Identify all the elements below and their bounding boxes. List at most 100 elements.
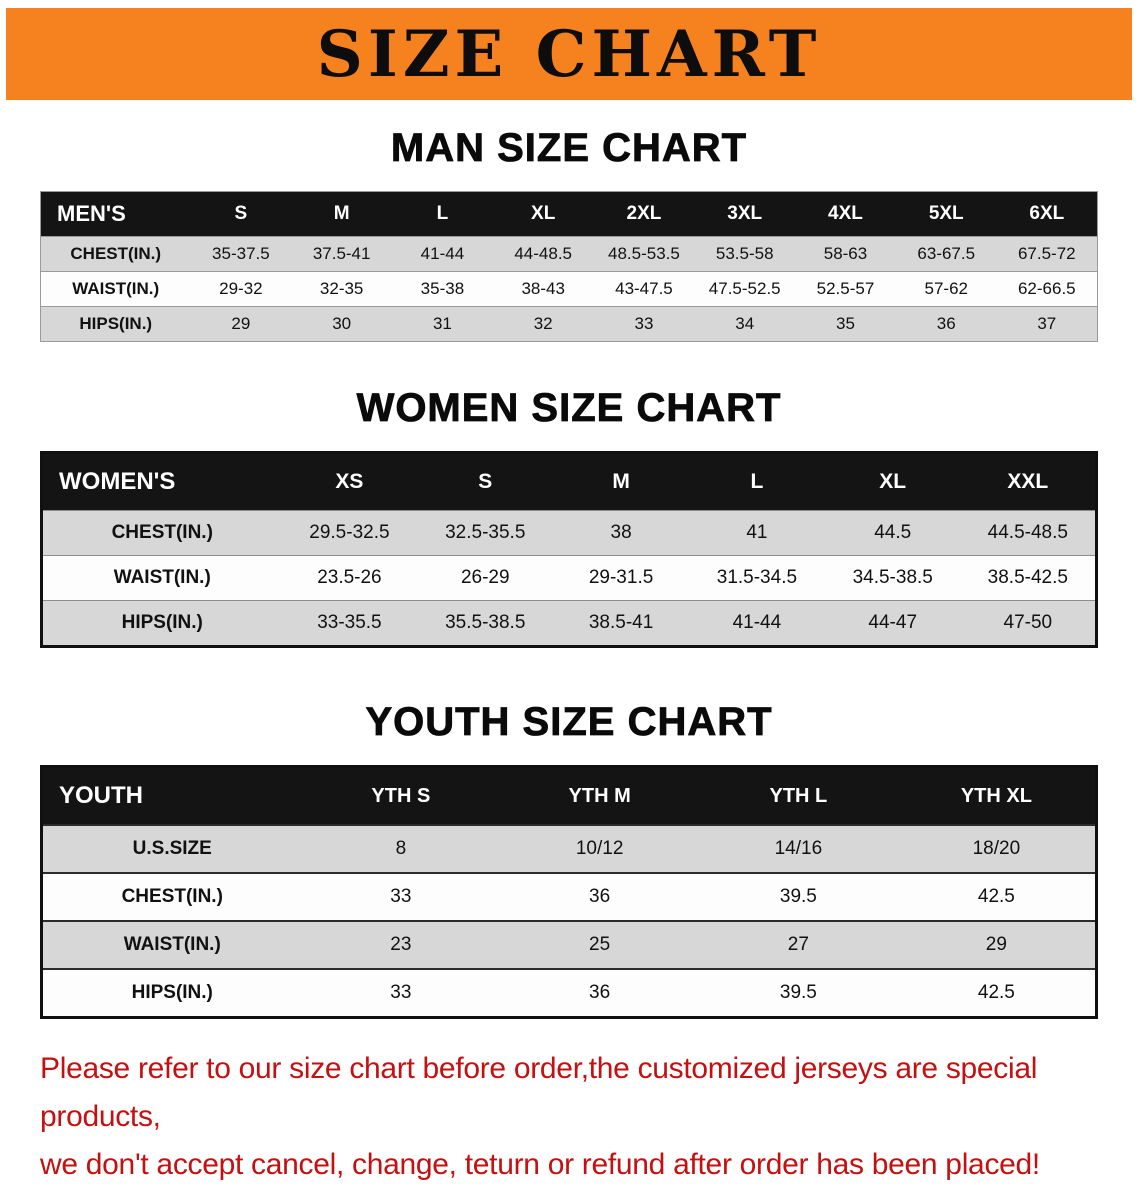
value-cell: 37.5-41 bbox=[291, 236, 393, 272]
row-label-cell: WAIST(IN.) bbox=[40, 271, 191, 307]
size-header-cell: L bbox=[688, 452, 825, 511]
size-header-cell: XS bbox=[281, 452, 418, 511]
value-cell: 39.5 bbox=[699, 968, 898, 1018]
row-label-cell: HIPS(IN.) bbox=[41, 968, 302, 1018]
size-header-cell: 4XL bbox=[795, 191, 896, 237]
value-cell: 26-29 bbox=[417, 555, 554, 601]
value-cell: 33 bbox=[301, 968, 501, 1018]
size-header-cell: XL bbox=[492, 191, 594, 237]
value-cell: 27 bbox=[699, 920, 898, 969]
table-row: HIPS(IN.) 29 30 31 32 33 34 35 36 37 bbox=[40, 306, 1098, 342]
row-label-cell: WAIST(IN.) bbox=[41, 920, 302, 969]
value-cell: 29-31.5 bbox=[553, 555, 689, 601]
value-cell: 47.5-52.5 bbox=[694, 271, 796, 307]
women-section-heading: WOMEN SIZE CHART bbox=[356, 386, 782, 431]
value-cell: 44-47 bbox=[824, 600, 961, 647]
youth-size-section: YOUTH SIZE CHART YOUTH YTH S YTH M YTH L YTH… bbox=[0, 700, 1138, 1019]
value-cell: 43-47.5 bbox=[593, 271, 695, 307]
size-header-cell: 5XL bbox=[895, 191, 997, 237]
value-cell: 39.5 bbox=[699, 872, 898, 921]
disclaimer: Please refer to our size chart before or… bbox=[40, 1045, 1098, 1189]
youth-size-table: YOUTH YTH S YTH M YTH L YTH XL U.S.SIZE 8 10/12… bbox=[40, 765, 1098, 1019]
row-label-cell: CHEST(IN.) bbox=[41, 872, 302, 921]
size-header-cell: 6XL bbox=[996, 191, 1098, 237]
value-cell: 44.5-48.5 bbox=[960, 510, 1097, 556]
table-row: CHEST(IN.) 29.5-32.5 32.5-35.5 38 41 44.5 44.5… bbox=[41, 510, 1097, 556]
value-cell: 32.5-35.5 bbox=[417, 510, 554, 556]
value-cell: 36 bbox=[500, 872, 699, 921]
size-header-cell: L bbox=[392, 191, 493, 237]
value-cell: 44-48.5 bbox=[492, 236, 594, 272]
table-row: CHEST(IN.) 33 36 39.5 42.5 bbox=[41, 872, 1097, 921]
size-header-cell: XL bbox=[824, 452, 961, 511]
row-label-cell: CHEST(IN.) bbox=[41, 510, 282, 556]
value-cell: 57-62 bbox=[895, 271, 997, 307]
value-cell: 23.5-26 bbox=[281, 555, 418, 601]
value-cell: 52.5-57 bbox=[795, 271, 896, 307]
value-cell: 38-43 bbox=[492, 271, 594, 307]
value-cell: 62-66.5 bbox=[996, 271, 1098, 307]
size-header-cell: YTH S bbox=[301, 766, 501, 825]
size-header-cell: 2XL bbox=[593, 191, 695, 237]
table-row: WAIST(IN.) 23.5-26 26-29 29-31.5 31.5-34.5 34… bbox=[41, 555, 1097, 601]
value-cell: 29.5-32.5 bbox=[281, 510, 418, 556]
size-chart-banner: SIZE CHART bbox=[6, 8, 1132, 100]
size-header-cell: S bbox=[190, 191, 292, 237]
row-label-cell: U.S.SIZE bbox=[41, 824, 302, 873]
table-header-row: MEN'S S M L XL 2XL 3XL 4XL 5XL 6XL bbox=[40, 191, 1098, 237]
disclaimer-line-1: Please refer to our size chart before or… bbox=[40, 1052, 1038, 1133]
row-label-cell: WAIST(IN.) bbox=[41, 555, 282, 601]
value-cell: 29 bbox=[897, 920, 1097, 969]
size-header-cell: 3XL bbox=[694, 191, 796, 237]
value-cell: 38.5-42.5 bbox=[960, 555, 1097, 601]
men-size-section: MAN SIZE CHART MEN'S S M L XL 2XL 3XL 4XL 5XL 6XL… bbox=[0, 126, 1138, 342]
value-cell: 63-67.5 bbox=[895, 236, 997, 272]
women-size-table: WOMEN'S XS S M L XL XXL CHEST(IN.) 29.5-32.5 32.5… bbox=[40, 451, 1098, 648]
value-cell: 41-44 bbox=[392, 236, 493, 272]
table-row: U.S.SIZE 8 10/12 14/16 18/20 bbox=[41, 824, 1097, 873]
value-cell: 31 bbox=[392, 306, 493, 342]
value-cell: 38 bbox=[553, 510, 689, 556]
size-header-cell: M bbox=[291, 191, 393, 237]
page-title: SIZE CHART bbox=[316, 16, 822, 92]
value-cell: 33 bbox=[301, 872, 501, 921]
value-cell: 47-50 bbox=[960, 600, 1097, 647]
value-cell: 34.5-38.5 bbox=[824, 555, 961, 601]
table-title-cell: YOUTH bbox=[41, 766, 302, 825]
value-cell: 35-38 bbox=[392, 271, 493, 307]
value-cell: 31.5-34.5 bbox=[688, 555, 825, 601]
youth-section-heading: YOUTH SIZE CHART bbox=[365, 700, 773, 745]
value-cell: 23 bbox=[301, 920, 501, 969]
value-cell: 35.5-38.5 bbox=[417, 600, 554, 647]
table-header-row: WOMEN'S XS S M L XL XXL bbox=[41, 452, 1097, 511]
size-header-cell: YTH M bbox=[500, 766, 699, 825]
size-header-cell: YTH XL bbox=[897, 766, 1097, 825]
value-cell: 34 bbox=[694, 306, 796, 342]
row-label-cell: HIPS(IN.) bbox=[41, 600, 282, 647]
value-cell: 41-44 bbox=[688, 600, 825, 647]
value-cell: 10/12 bbox=[500, 824, 699, 873]
men-section-heading: MAN SIZE CHART bbox=[390, 126, 748, 171]
table-row: WAIST(IN.) 29-32 32-35 35-38 38-43 43-47.5 47.… bbox=[40, 271, 1098, 307]
value-cell: 29-32 bbox=[190, 271, 292, 307]
size-header-cell: M bbox=[553, 452, 689, 511]
size-header-cell: XXL bbox=[960, 452, 1097, 511]
value-cell: 8 bbox=[301, 824, 501, 873]
table-row: WAIST(IN.) 23 25 27 29 bbox=[41, 920, 1097, 969]
value-cell: 48.5-53.5 bbox=[593, 236, 695, 272]
table-header-row: YOUTH YTH S YTH M YTH L YTH XL bbox=[41, 766, 1097, 825]
value-cell: 35-37.5 bbox=[190, 236, 292, 272]
row-label-cell: HIPS(IN.) bbox=[40, 306, 191, 342]
value-cell: 32 bbox=[492, 306, 594, 342]
table-row: HIPS(IN.) 33-35.5 35.5-38.5 38.5-41 41-44 44-… bbox=[41, 600, 1097, 647]
value-cell: 44.5 bbox=[824, 510, 961, 556]
value-cell: 37 bbox=[996, 306, 1098, 342]
table-row: HIPS(IN.) 33 36 39.5 42.5 bbox=[41, 968, 1097, 1018]
value-cell: 33 bbox=[593, 306, 695, 342]
row-label-cell: CHEST(IN.) bbox=[40, 236, 191, 272]
value-cell: 67.5-72 bbox=[996, 236, 1098, 272]
value-cell: 35 bbox=[795, 306, 896, 342]
table-title-cell: WOMEN'S bbox=[41, 452, 282, 511]
table-title-cell: MEN'S bbox=[40, 191, 191, 237]
value-cell: 25 bbox=[500, 920, 699, 969]
